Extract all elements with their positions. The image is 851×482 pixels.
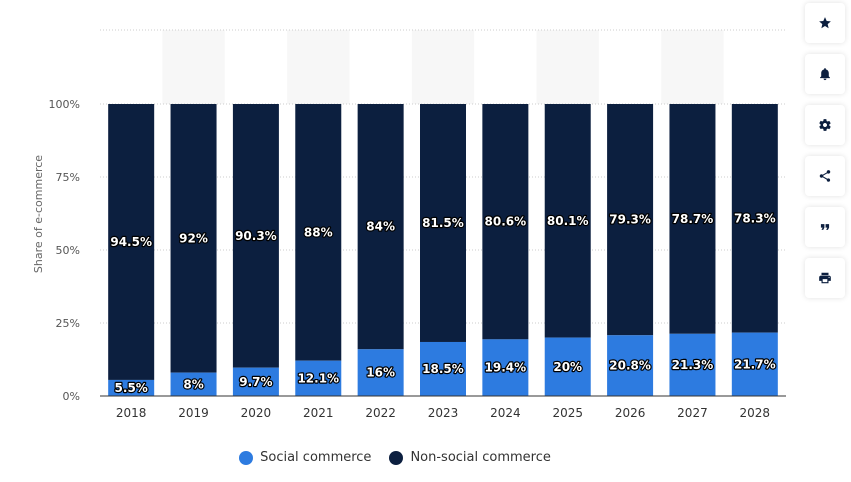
x-tick-label: 2018 — [116, 406, 147, 420]
print-button[interactable] — [805, 258, 845, 298]
background-stripe — [411, 30, 475, 104]
cite-button[interactable] — [805, 207, 845, 247]
legend-label-non-social-commerce: Non-social commerce — [410, 450, 551, 465]
notification-button[interactable] — [805, 54, 845, 94]
data-label-non-social-commerce: 78.3% — [734, 211, 776, 225]
data-label-social-commerce: 21.7% — [734, 357, 776, 371]
bar-social-commerce — [607, 335, 654, 396]
x-tick-label: 2027 — [677, 406, 708, 420]
data-label-non-social-commerce: 80.1% — [547, 214, 589, 228]
bar-social-commerce — [357, 349, 404, 396]
favorite-button[interactable] — [805, 3, 845, 43]
legend-swatch-non-social-commerce — [389, 450, 404, 465]
bar-non-social-commerce — [108, 104, 155, 380]
bar-non-social-commerce — [420, 104, 466, 342]
data-label-non-social-commerce: 84% — [366, 220, 395, 234]
y-axis-title: Share of e-commerce — [32, 155, 45, 273]
side-toolbar — [805, 0, 845, 309]
bar-non-social-commerce — [544, 104, 591, 338]
bar-social-commerce — [420, 341, 466, 396]
y-tick-label: 25% — [56, 317, 80, 330]
x-tick-label: 2023 — [428, 406, 459, 420]
bar-non-social-commerce — [170, 104, 217, 373]
data-label-non-social-commerce: 92% — [179, 231, 208, 245]
x-tick-label: 2028 — [740, 406, 771, 420]
data-label-non-social-commerce: 94.5% — [110, 235, 152, 249]
data-label-non-social-commerce: 88% — [304, 225, 333, 239]
data-label-social-commerce: 20% — [553, 360, 582, 374]
background-stripe — [536, 30, 599, 104]
background-stripe — [162, 30, 225, 104]
quote-icon — [820, 224, 830, 230]
data-label-social-commerce: 12.1% — [297, 371, 339, 385]
x-tick-label: 2021 — [303, 406, 334, 420]
data-label-social-commerce: 8% — [183, 377, 203, 391]
y-tick-label: 75% — [56, 171, 80, 184]
y-tick-label: 50% — [56, 244, 80, 257]
data-label-non-social-commerce: 78.7% — [672, 212, 714, 226]
x-tick-label: 2025 — [552, 406, 583, 420]
x-tick-label: 2020 — [241, 406, 272, 420]
legend-item-non-social-commerce[interactable]: Non-social commerce — [389, 450, 551, 465]
data-label-social-commerce: 21.3% — [672, 358, 714, 372]
share-button[interactable] — [805, 156, 845, 196]
bar-non-social-commerce — [731, 104, 778, 333]
bar-non-social-commerce — [669, 104, 716, 334]
bar-social-commerce — [170, 372, 217, 396]
data-label-non-social-commerce: 81.5% — [422, 216, 464, 230]
bar-non-social-commerce — [482, 104, 529, 340]
chart-legend: Social commerce Non-social commerce — [0, 450, 790, 465]
bar-non-social-commerce — [607, 104, 654, 336]
bar-social-commerce — [108, 379, 155, 396]
x-tick-label: 2024 — [490, 406, 521, 420]
star-icon — [819, 17, 831, 29]
bar-non-social-commerce — [232, 104, 279, 368]
background-stripe — [287, 30, 350, 104]
share-icon — [819, 170, 831, 182]
print-icon — [819, 272, 831, 284]
data-label-social-commerce: 20.8% — [609, 359, 651, 373]
data-label-social-commerce: 9.7% — [239, 375, 272, 389]
settings-button[interactable] — [805, 105, 845, 145]
data-label-social-commerce: 16% — [366, 366, 395, 380]
bar-social-commerce — [731, 332, 778, 396]
bar-social-commerce — [669, 333, 716, 396]
x-tick-label: 2019 — [178, 406, 209, 420]
bar-social-commerce — [232, 367, 279, 396]
data-label-non-social-commerce: 80.6% — [485, 215, 527, 229]
legend-swatch-social-commerce — [239, 450, 254, 465]
data-label-non-social-commerce: 90.3% — [235, 229, 277, 243]
legend-label-social-commerce: Social commerce — [260, 450, 372, 465]
x-tick-label: 2026 — [615, 406, 646, 420]
gear-icon — [819, 119, 831, 131]
data-label-social-commerce: 18.5% — [422, 362, 464, 376]
x-tick-label: 2022 — [365, 406, 396, 420]
background-stripe — [661, 30, 724, 104]
data-label-non-social-commerce: 79.3% — [609, 213, 651, 227]
bell-icon — [820, 68, 830, 81]
bar-social-commerce — [544, 337, 591, 396]
data-label-social-commerce: 5.5% — [115, 381, 148, 395]
y-tick-label: 100% — [49, 98, 80, 111]
bar-social-commerce — [482, 339, 529, 396]
bar-social-commerce — [295, 360, 342, 396]
chart-plot: 0% 25% 50% 75% 100% Share of e-commerce 94.5% 5… — [32, 29, 786, 420]
legend-item-social-commerce[interactable]: Social commerce — [239, 450, 371, 465]
bar-non-social-commerce — [295, 104, 342, 361]
bar-non-social-commerce — [357, 104, 404, 350]
y-tick-label: 0% — [63, 390, 80, 403]
data-label-social-commerce: 19.4% — [485, 361, 527, 375]
